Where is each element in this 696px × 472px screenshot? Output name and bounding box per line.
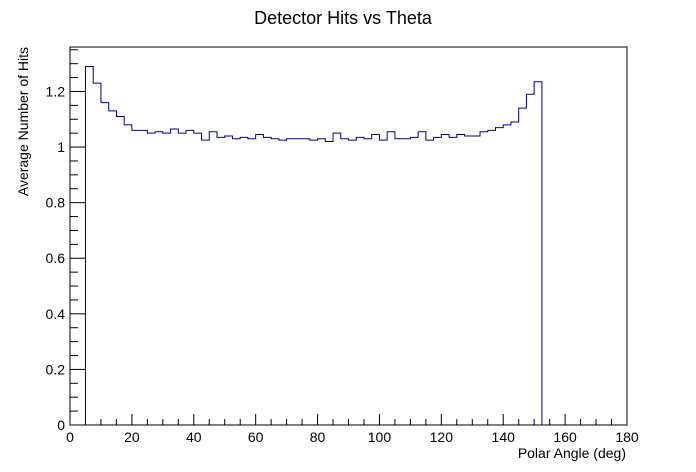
y-tick-label: 0.6 — [46, 250, 66, 266]
y-tick-label: 0 — [57, 417, 65, 433]
x-tick-label: 40 — [186, 429, 202, 445]
y-axis: 0 0.2 0.4 0.6 0.8 1 1.2 — [46, 49, 86, 433]
histogram-series-line — [84, 65, 543, 425]
x-tick-label: 80 — [310, 429, 326, 445]
chart-title: Detector Hits vs Theta — [254, 8, 433, 28]
x-axis: 0 20 40 60 80 100 120 140 160 180 — [66, 414, 639, 445]
x-tick-label: 0 — [66, 429, 74, 445]
x-axis-label: Polar Angle (deg) — [518, 445, 626, 461]
x-tick-label: 120 — [430, 429, 454, 445]
y-tick-label: 0.8 — [46, 195, 66, 211]
x-tick-label: 100 — [368, 429, 392, 445]
x-tick-label: 140 — [492, 429, 516, 445]
y-tick-label: 1 — [57, 139, 65, 155]
y-axis-label: Average Number of Hits — [15, 47, 31, 196]
x-tick-label: 60 — [248, 429, 264, 445]
y-tick-label: 1.2 — [46, 83, 66, 99]
y-tick-label: 0.2 — [46, 361, 66, 377]
x-tick-label: 20 — [124, 429, 140, 445]
x-tick-label: 160 — [553, 429, 577, 445]
y-tick-label: 0.4 — [46, 306, 66, 322]
x-tick-label: 180 — [615, 429, 639, 445]
plot-frame — [69, 46, 628, 426]
